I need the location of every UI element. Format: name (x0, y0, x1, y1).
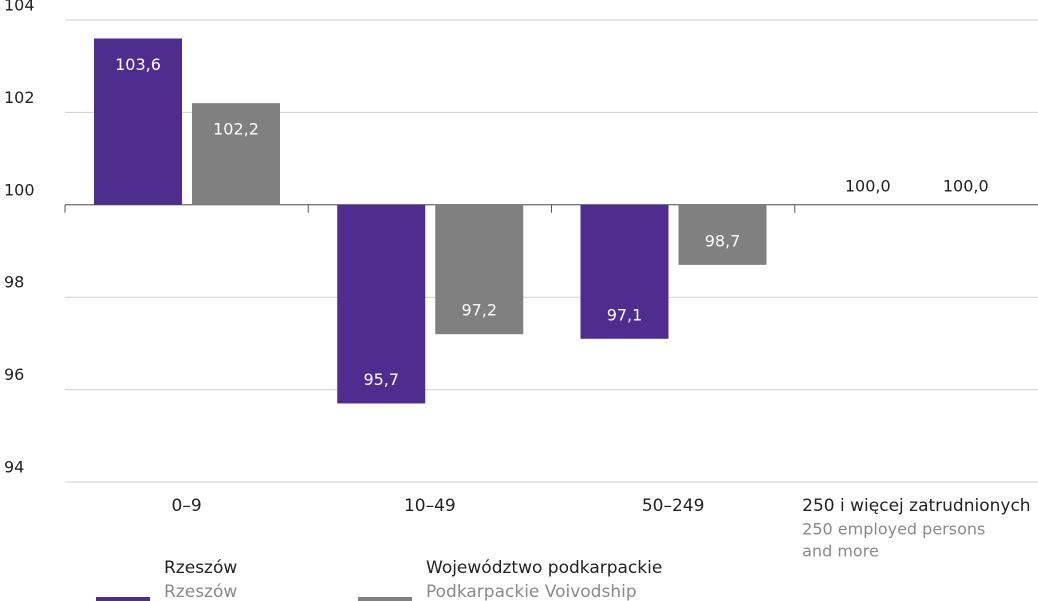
x-tick-label: 10–49 (404, 496, 456, 516)
bar (94, 38, 182, 205)
bar (337, 204, 426, 404)
value-label: 98,7 (705, 231, 741, 250)
y-tick-label: 98 (4, 273, 24, 292)
x-tick-sublabel: 250 employed persons (802, 520, 985, 539)
bar (580, 204, 669, 339)
value-label: 100,0 (845, 176, 891, 195)
x-tick-label: 50–249 (642, 496, 705, 516)
legend-sublabel: Rzeszów (164, 582, 237, 601)
legend-sublabel: Podkarpackie Voivodship (426, 582, 637, 601)
bar (678, 204, 767, 265)
value-label: 95,7 (363, 370, 399, 389)
value-label: 97,1 (607, 305, 643, 324)
legend-label: Rzeszów (164, 558, 237, 578)
x-tick-sublabel: and more (802, 542, 879, 561)
bar (435, 204, 524, 335)
bar (192, 103, 280, 205)
value-label: 100,0 (943, 176, 989, 195)
y-tick-label: 94 (4, 458, 24, 477)
legend-swatch (96, 597, 150, 601)
x-tick-label: 250 i więcej zatrudnionych (802, 496, 1030, 516)
y-tick-label: 104 (4, 0, 35, 15)
x-tick-label: 0–9 (172, 496, 202, 516)
y-tick-label: 100 (4, 180, 35, 199)
value-label: 103,6 (115, 55, 161, 74)
legend-swatch (358, 597, 412, 601)
legend-label: Województwo podkarpackie (426, 558, 662, 578)
y-tick-label: 102 (4, 88, 35, 107)
value-label: 102,2 (213, 120, 259, 139)
value-label: 97,2 (461, 301, 497, 320)
y-tick-label: 96 (4, 365, 24, 384)
